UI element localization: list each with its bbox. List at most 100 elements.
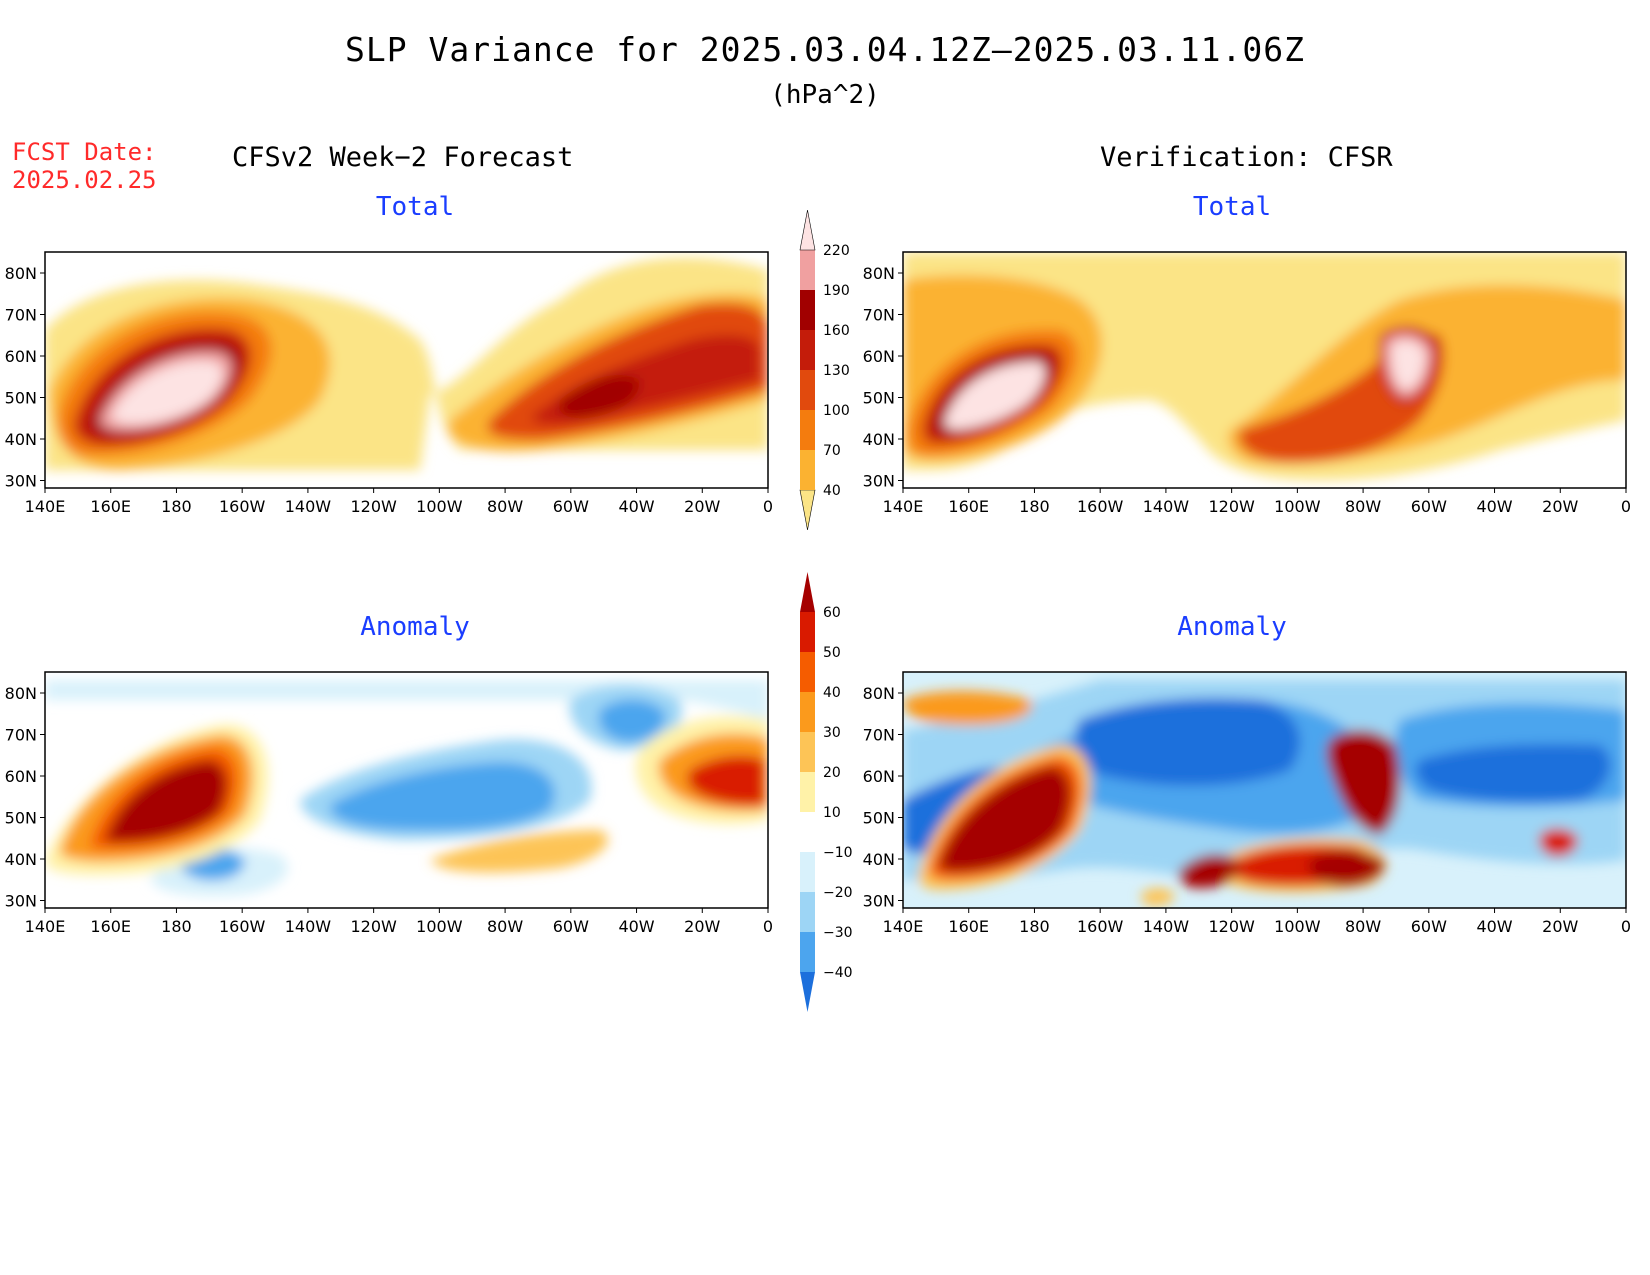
colorbar-swatch (800, 732, 815, 772)
lon-tick-label: 160E (948, 917, 989, 936)
colorbar-swatch (800, 612, 815, 652)
lon-tick-label: 80W (1345, 917, 1381, 936)
lon-tick-label: 20W (684, 917, 720, 936)
lat-tick-label: 60N (863, 767, 895, 786)
figure-title: SLP Variance for 2025.03.04.12Z—2025.03.… (345, 30, 1305, 69)
lon-tick-label: 140E (25, 917, 66, 936)
lon-tick-label: 160W (219, 497, 266, 516)
colorbar-swatch (800, 812, 815, 852)
lat-tick-label: 70N (863, 726, 895, 745)
colorbar-swatch (800, 450, 815, 490)
lon-tick-label: 140E (25, 497, 66, 516)
verification-total-field (903, 252, 1626, 480)
lon-tick-label: 0 (763, 917, 773, 936)
lat-tick-label: 50N (863, 389, 895, 408)
lon-tick-label: 140W (1143, 497, 1190, 516)
lon-tick-label: 180 (1019, 917, 1050, 936)
colorbar-swatch (800, 892, 815, 932)
colorbar-level-label: 60 (823, 605, 841, 621)
lat-tick-label: 40N (863, 850, 895, 869)
lon-tick-label: 140E (883, 497, 924, 516)
total-colorbar: 40 70 100 130 160 190 220 (799, 209, 850, 531)
colorbar-level-label: 100 (823, 403, 850, 419)
lat-tick-label: 80N (5, 264, 37, 283)
colorbar-level-label: 190 (823, 283, 850, 299)
lat-tick-label: 30N (863, 472, 895, 491)
colorbar-level-label: 130 (823, 363, 850, 379)
lat-tick-label: 40N (5, 430, 37, 449)
colorbar-swatch (800, 972, 815, 1012)
lon-tick-label: 180 (1019, 497, 1050, 516)
colorbar-swatch (799, 489, 816, 531)
lat-tick-label: 70N (863, 306, 895, 325)
lon-tick-label: 120W (350, 497, 397, 516)
lon-tick-label: 160W (1077, 497, 1124, 516)
lon-tick-label: 40W (1476, 917, 1512, 936)
colorbar-swatch (800, 370, 815, 410)
lat-tick-label: 40N (5, 850, 37, 869)
lat-tick-label: 30N (5, 472, 37, 491)
forecast-total-field (45, 257, 768, 470)
verification-total-frame (902, 251, 1627, 489)
anomaly-colorbar: 60 50 40 30 20 10 −10 −20 −30 −40 (800, 572, 853, 1012)
lat-tick-label: 30N (863, 892, 895, 911)
lon-tick-label: 60W (553, 917, 589, 936)
lon-tick-label: 60W (1411, 917, 1447, 936)
lon-tick-label: 160E (90, 497, 131, 516)
forecast-total-subtitle: Total (375, 192, 455, 222)
lon-tick-label: 40W (1476, 497, 1512, 516)
colorbar-level-label: 160 (823, 323, 850, 339)
lon-tick-label: 20W (1542, 497, 1578, 516)
lon-tick-label: 100W (416, 497, 463, 516)
colorbar-swatch (800, 410, 815, 450)
lat-tick-label: 50N (863, 809, 895, 828)
lat-tick-label: 80N (863, 264, 895, 283)
colorbar-level-label: 40 (823, 685, 841, 701)
lon-tick-label: 20W (684, 497, 720, 516)
lon-tick-label: 140W (285, 497, 332, 516)
lon-tick-label: 60W (1411, 497, 1447, 516)
lat-tick-label: 60N (5, 767, 37, 786)
lon-tick-label: 80W (487, 917, 523, 936)
colorbar-level-label: −10 (823, 845, 853, 861)
verification-anomaly-map (903, 672, 1626, 908)
lat-tick-label: 70N (5, 306, 37, 325)
forecast-anomaly-map (45, 672, 768, 908)
lon-tick-label: 160W (1077, 917, 1124, 936)
colorbar-level-label: 10 (823, 805, 841, 821)
lat-tick-label: 80N (863, 684, 895, 703)
lon-tick-label: 40W (618, 917, 654, 936)
colorbar-level-label: −40 (823, 965, 853, 981)
lon-tick-label: 20W (1542, 917, 1578, 936)
lon-tick-label: 120W (350, 917, 397, 936)
lon-tick-label: 60W (553, 497, 589, 516)
lon-tick-label: 160W (219, 917, 266, 936)
forecast-date-label: FCST Date: 2025.02.25 (12, 138, 157, 194)
lat-tick-label: 30N (5, 892, 37, 911)
lon-tick-label: 140W (285, 917, 332, 936)
colorbar-swatch (800, 330, 815, 370)
forecast-total-map (45, 252, 768, 488)
colorbar-level-label: 50 (823, 645, 841, 661)
lon-tick-label: 140E (883, 917, 924, 936)
colorbar-swatch (800, 652, 815, 692)
forecast-date-value: 2025.02.25 (12, 166, 157, 194)
lon-tick-label: 140W (1143, 917, 1190, 936)
lat-tick-label: 50N (5, 809, 37, 828)
axis-ticks: 80N 70N 60N 50N 40N 30N 140E 160E 180 160W 140W 120… (5, 264, 1631, 936)
lon-tick-label: 100W (1274, 497, 1321, 516)
lat-tick-label: 40N (863, 430, 895, 449)
verification-total-map (903, 252, 1626, 488)
lon-tick-label: 160E (90, 917, 131, 936)
forecast-total-frame (44, 251, 769, 489)
forecast-anomaly-subtitle: Anomaly (360, 612, 470, 642)
forecast-anomaly-field (45, 680, 768, 897)
lon-tick-label: 0 (763, 497, 773, 516)
lon-tick-label: 100W (416, 917, 463, 936)
lon-tick-label: 160E (948, 497, 989, 516)
colorbar-level-label: 40 (823, 483, 841, 499)
verification-anomaly-field (903, 680, 1626, 907)
colorbar-level-label: 70 (823, 443, 841, 459)
colorbar-level-label: −20 (823, 885, 853, 901)
